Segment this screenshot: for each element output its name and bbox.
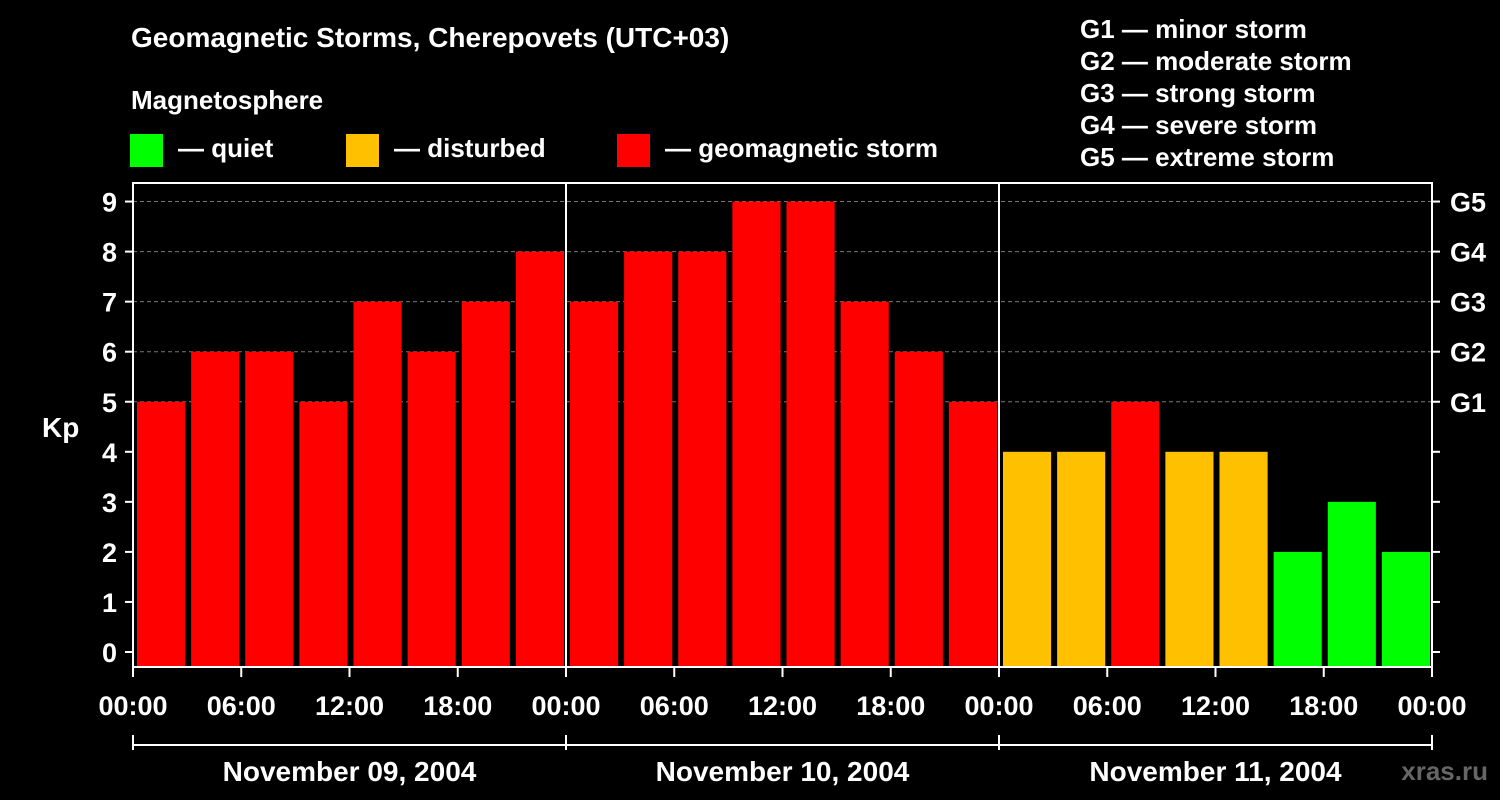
bar-11 xyxy=(732,201,781,668)
y-axis-label: Kp xyxy=(42,412,80,443)
right-axis-label-g1: G1 xyxy=(1450,388,1486,418)
y-tick-label-5: 5 xyxy=(102,388,117,418)
storm-scale-g1: G1 — minor storm xyxy=(1080,14,1307,44)
y-tick-label-4: 4 xyxy=(102,438,117,468)
legend-swatch-quiet xyxy=(130,134,163,167)
legend-swatch-storm xyxy=(617,134,650,167)
x-tick-label-0: 00:00 xyxy=(98,691,167,721)
y-tick-label-1: 1 xyxy=(102,588,117,618)
bar-4 xyxy=(353,301,402,667)
x-tick-label-3: 18:00 xyxy=(423,691,492,721)
x-tick-label-6: 12:00 xyxy=(748,691,817,721)
x-tick-label-8: 00:00 xyxy=(964,691,1033,721)
y-tick-label-8: 8 xyxy=(102,238,117,268)
chart-title: Geomagnetic Storms, Cherepovets (UTC+03) xyxy=(131,22,730,53)
bar-23 xyxy=(1381,551,1430,667)
y-tick-label-0: 0 xyxy=(102,638,117,668)
bar-10 xyxy=(678,251,727,667)
legend-label-disturbed: — disturbed xyxy=(394,133,546,163)
bar-6 xyxy=(461,301,510,667)
legend-label-quiet: — quiet xyxy=(178,133,274,163)
legend-label-storm: — geomagnetic storm xyxy=(665,133,939,163)
right-axis-label-g4: G4 xyxy=(1450,238,1486,268)
right-axis-label-g5: G5 xyxy=(1450,188,1486,218)
y-tick-label-3: 3 xyxy=(102,488,117,518)
x-tick-label-9: 06:00 xyxy=(1073,691,1142,721)
right-axis-label-g3: G3 xyxy=(1450,288,1486,318)
y-tick-label-2: 2 xyxy=(102,538,117,568)
bar-14 xyxy=(894,351,943,667)
bar-19 xyxy=(1165,451,1214,667)
x-tick-label-7: 18:00 xyxy=(856,691,925,721)
day-label-1: November 10, 2004 xyxy=(656,756,910,787)
y-tick-label-9: 9 xyxy=(102,188,117,218)
bar-13 xyxy=(840,301,889,667)
bar-17 xyxy=(1057,451,1106,667)
magnetosphere-label: Magnetosphere xyxy=(131,85,324,115)
bar-9 xyxy=(624,251,673,667)
y-tick-label-7: 7 xyxy=(102,288,117,318)
storm-scale-g5: G5 — extreme storm xyxy=(1080,142,1335,172)
x-tick-label-5: 06:00 xyxy=(640,691,709,721)
day-label-2: November 11, 2004 xyxy=(1089,756,1342,787)
bar-20 xyxy=(1219,451,1268,667)
x-tick-label-1: 06:00 xyxy=(207,691,276,721)
x-tick-label-11: 18:00 xyxy=(1289,691,1358,721)
bar-1 xyxy=(191,351,240,667)
storm-scale-g2: G2 — moderate storm xyxy=(1080,46,1352,76)
y-tick-label-6: 6 xyxy=(102,338,117,368)
x-tick-label-12: 00:00 xyxy=(1397,691,1466,721)
bar-2 xyxy=(245,351,294,667)
x-tick-label-10: 12:00 xyxy=(1181,691,1250,721)
bar-15 xyxy=(948,401,997,667)
x-tick-label-4: 00:00 xyxy=(531,691,600,721)
bar-16 xyxy=(1003,451,1052,667)
bar-12 xyxy=(786,201,835,668)
storm-scale-g4: G4 — severe storm xyxy=(1080,110,1318,140)
bar-0 xyxy=(137,401,186,667)
storm-scale-g3: G3 — strong storm xyxy=(1080,78,1316,108)
watermark: xras.ru xyxy=(1401,756,1488,786)
bar-5 xyxy=(407,351,456,667)
bar-7 xyxy=(515,251,564,667)
bar-21 xyxy=(1273,551,1322,667)
day-label-0: November 09, 2004 xyxy=(223,756,477,787)
right-axis-label-g2: G2 xyxy=(1450,338,1486,368)
bar-8 xyxy=(570,301,619,667)
bar-18 xyxy=(1111,401,1160,667)
bar-22 xyxy=(1327,501,1376,667)
x-tick-label-2: 12:00 xyxy=(315,691,384,721)
legend-swatch-disturbed xyxy=(346,134,379,167)
bar-3 xyxy=(299,401,348,667)
